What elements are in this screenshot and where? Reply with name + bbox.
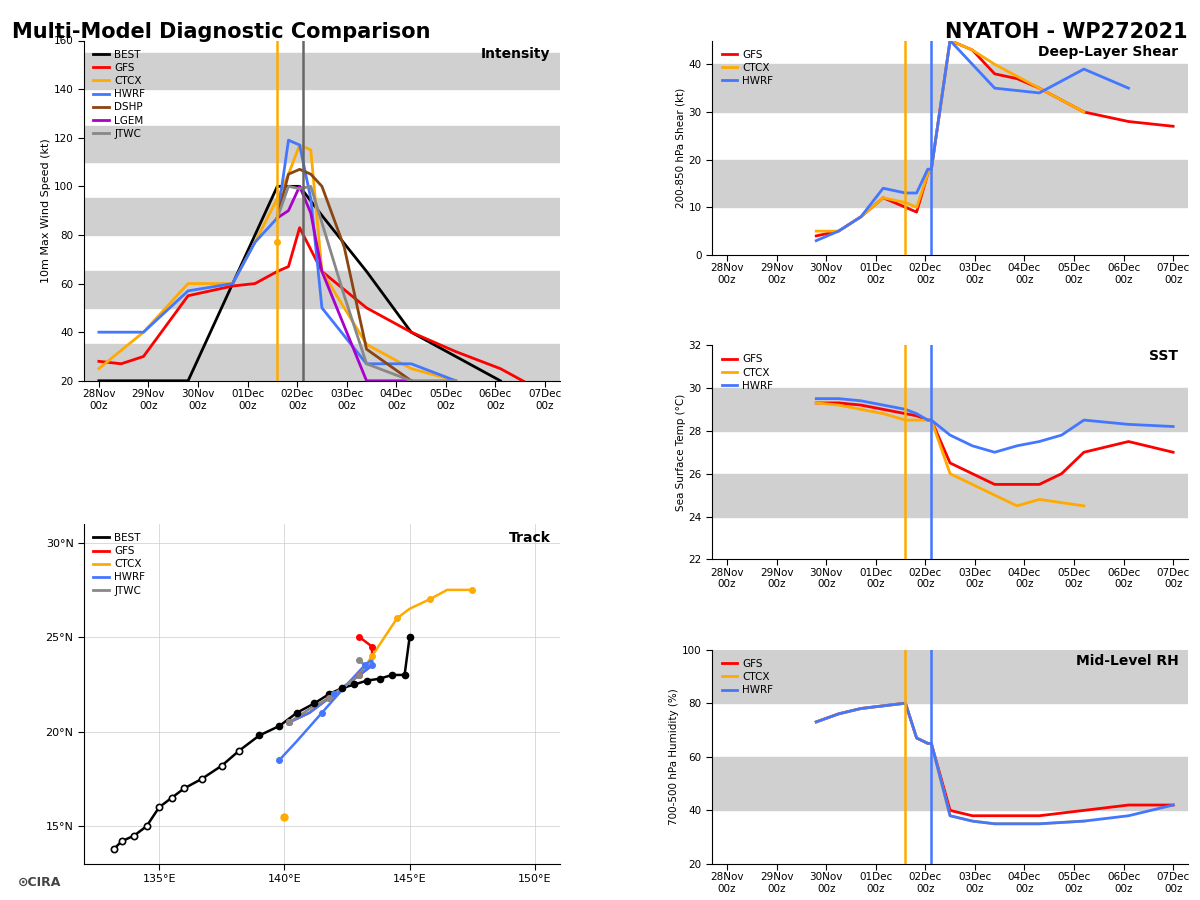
Bar bbox=[712, 650, 1188, 703]
Bar bbox=[712, 388, 1188, 431]
Bar bbox=[84, 199, 560, 235]
Bar bbox=[84, 272, 560, 308]
Bar bbox=[84, 126, 560, 162]
Legend: GFS, CTCX, HWRF: GFS, CTCX, HWRF bbox=[718, 46, 778, 90]
Bar bbox=[84, 345, 560, 381]
Y-axis label: Sea Surface Temp (°C): Sea Surface Temp (°C) bbox=[676, 393, 685, 511]
Text: Intensity: Intensity bbox=[481, 48, 551, 61]
Text: Track: Track bbox=[509, 530, 551, 544]
Bar bbox=[712, 473, 1188, 517]
Legend: GFS, CTCX, HWRF: GFS, CTCX, HWRF bbox=[718, 655, 778, 699]
Y-axis label: 700-500 hPa Humidity (%): 700-500 hPa Humidity (%) bbox=[670, 688, 679, 825]
Legend: BEST, GFS, CTCX, HWRF, DSHP, LGEM, JTWC: BEST, GFS, CTCX, HWRF, DSHP, LGEM, JTWC bbox=[89, 46, 149, 143]
Bar bbox=[712, 64, 1188, 112]
Text: Multi-Model Diagnostic Comparison: Multi-Model Diagnostic Comparison bbox=[12, 22, 431, 42]
Text: NYATOH - WP272021: NYATOH - WP272021 bbox=[946, 22, 1188, 42]
Bar bbox=[712, 757, 1188, 810]
Text: Deep-Layer Shear: Deep-Layer Shear bbox=[1038, 45, 1178, 58]
Text: Mid-Level RH: Mid-Level RH bbox=[1075, 653, 1178, 668]
Legend: GFS, CTCX, HWRF: GFS, CTCX, HWRF bbox=[718, 350, 778, 395]
Y-axis label: 10m Max Wind Speed (kt): 10m Max Wind Speed (kt) bbox=[41, 139, 52, 283]
Y-axis label: 200-850 hPa Shear (kt): 200-850 hPa Shear (kt) bbox=[676, 87, 686, 208]
Bar bbox=[712, 159, 1188, 207]
Legend: BEST, GFS, CTCX, HWRF, JTWC: BEST, GFS, CTCX, HWRF, JTWC bbox=[89, 529, 149, 599]
Text: ⊙CIRA: ⊙CIRA bbox=[18, 877, 61, 889]
Text: SST: SST bbox=[1150, 349, 1178, 364]
Bar bbox=[84, 53, 560, 89]
